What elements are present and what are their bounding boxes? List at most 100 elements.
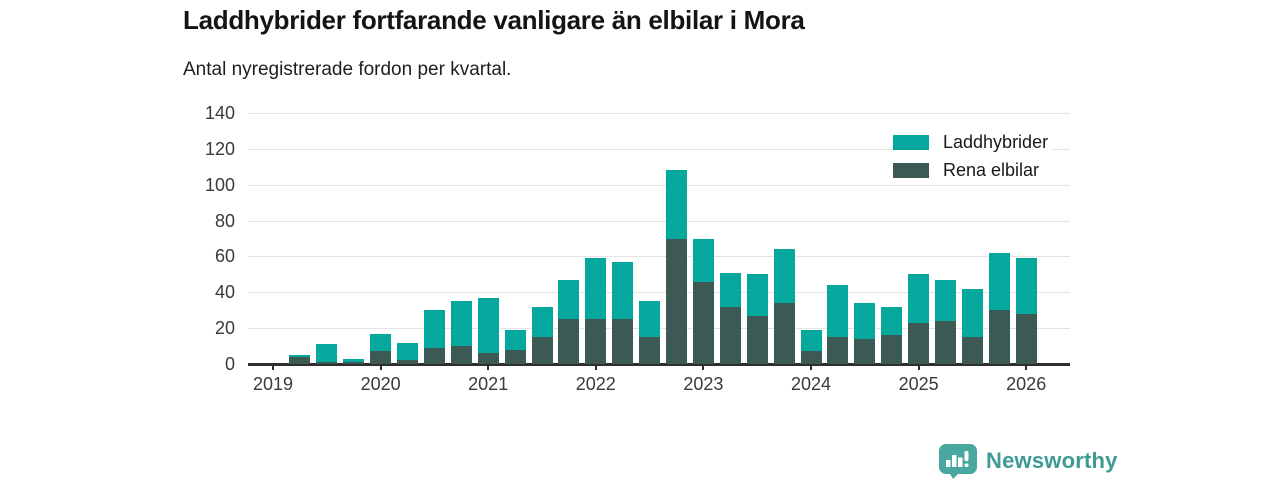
legend-swatch-rena-elbilar bbox=[893, 162, 929, 178]
bar-2025Q2-rena-elbilar bbox=[935, 320, 956, 364]
bar-2025Q1-laddhybrider bbox=[908, 274, 930, 323]
y-tick-label: 40 bbox=[214, 282, 235, 303]
bar-2019Q3-rena-elbilar bbox=[316, 362, 338, 364]
y-tick-label: 0 bbox=[224, 354, 235, 374]
x-tick-2020 bbox=[379, 364, 382, 370]
bar-2024Q4-laddhybrider bbox=[881, 306, 903, 336]
y-tick-label: 60 bbox=[214, 246, 235, 267]
bar-2019Q2-laddhybrider bbox=[289, 355, 311, 357]
bar-2021Q1-rena-elbilar bbox=[477, 353, 499, 364]
legend-swatch-laddhybrider bbox=[893, 134, 929, 150]
bar-2021Q4-rena-elbilar bbox=[558, 319, 580, 364]
legend-label-rena-elbilar: Rena elbilar bbox=[943, 159, 1040, 180]
bar-2020Q3-laddhybrider bbox=[423, 310, 445, 348]
y-tick-label: 20 bbox=[214, 318, 235, 339]
bar-2019Q3-laddhybrider bbox=[316, 344, 338, 363]
legend-item-laddhybrider: Laddhybrider bbox=[893, 130, 1053, 154]
bar-2022Q2-rena-elbilar bbox=[612, 319, 634, 364]
brand-name: Newsworthy bbox=[986, 448, 1118, 473]
bar-2022Q2-laddhybrider bbox=[612, 261, 634, 320]
gridline-60 bbox=[248, 256, 1070, 258]
bar-2022Q1-laddhybrider bbox=[585, 258, 607, 320]
bar-2022Q3-rena-elbilar bbox=[639, 337, 661, 364]
x-tick-2023 bbox=[702, 364, 705, 370]
bar-2021Q2-rena-elbilar bbox=[504, 349, 526, 364]
x-tick-2024 bbox=[810, 364, 812, 370]
x-tick-label: 2026 bbox=[1006, 374, 1047, 394]
bar-2020Q1-rena-elbilar bbox=[370, 351, 392, 364]
newsworthy-logo: Newsworthy bbox=[938, 443, 1118, 479]
bar-2021Q1-laddhybrider bbox=[477, 297, 499, 354]
x-tick-2026 bbox=[1025, 364, 1028, 370]
bar-2024Q3-rena-elbilar bbox=[854, 338, 876, 364]
bar-2022Q1-rena-elbilar bbox=[585, 319, 607, 364]
bar-2023Q3-laddhybrider bbox=[746, 274, 768, 316]
x-tick-label: 2019 bbox=[252, 374, 294, 394]
bar-2024Q1-laddhybrider bbox=[800, 329, 822, 352]
x-tick-label: 2021 bbox=[468, 374, 509, 394]
bar-2022Q4-laddhybrider bbox=[666, 170, 687, 239]
bar-2024Q3-laddhybrider bbox=[854, 303, 876, 339]
gridline-80 bbox=[248, 220, 1070, 222]
x-tick-label: 2023 bbox=[683, 374, 724, 394]
y-tick-label: 80 bbox=[214, 210, 235, 231]
bar-2025Q1-rena-elbilar bbox=[908, 322, 930, 364]
bar-2026Q1-laddhybrider bbox=[1015, 258, 1037, 314]
x-axis-line bbox=[248, 363, 1070, 366]
bar-2023Q2-rena-elbilar bbox=[719, 306, 741, 364]
legend: Laddhybrider Rena elbilar bbox=[893, 130, 1053, 186]
legend-label-laddhybrider: Laddhybrider bbox=[943, 131, 1049, 152]
x-tick-label: 2025 bbox=[898, 374, 939, 394]
bar-2022Q3-laddhybrider bbox=[639, 301, 661, 338]
y-tick-label: 120 bbox=[204, 138, 235, 159]
bar-2021Q2-laddhybrider bbox=[504, 329, 526, 350]
x-tick-2019 bbox=[272, 364, 274, 370]
bar-2025Q4-rena-elbilar bbox=[988, 310, 1010, 364]
bar-2024Q2-rena-elbilar bbox=[827, 337, 849, 364]
bar-2020Q1-laddhybrider bbox=[370, 333, 392, 352]
bar-2021Q4-laddhybrider bbox=[558, 279, 580, 320]
bar-chart-speech-bubble-icon bbox=[939, 444, 977, 479]
bar-2021Q3-rena-elbilar bbox=[531, 337, 553, 364]
gridline-40 bbox=[248, 292, 1070, 294]
bar-2023Q3-rena-elbilar bbox=[746, 315, 768, 364]
bar-2020Q3-rena-elbilar bbox=[423, 347, 445, 364]
bar-2020Q2-rena-elbilar bbox=[397, 360, 418, 364]
bar-2024Q1-rena-elbilar bbox=[800, 351, 822, 364]
bar-2026Q1-rena-elbilar bbox=[1015, 313, 1037, 364]
plot-area bbox=[248, 113, 1070, 370]
x-tick-label: 2022 bbox=[575, 374, 616, 394]
y-tick-label: 140 bbox=[204, 103, 235, 123]
legend-item-rena-elbilar: Rena elbilar bbox=[893, 158, 1053, 182]
x-tick-2022 bbox=[594, 364, 597, 370]
bar-2023Q2-laddhybrider bbox=[719, 272, 741, 307]
bar-2020Q4-rena-elbilar bbox=[450, 346, 472, 364]
bar-2024Q4-rena-elbilar bbox=[881, 335, 903, 364]
bar-2019Q4-laddhybrider bbox=[343, 358, 365, 363]
bar-2019Q2-rena-elbilar bbox=[289, 356, 311, 364]
bar-2022Q4-rena-elbilar bbox=[666, 238, 687, 364]
bar-2019Q4-rena-elbilar bbox=[343, 362, 365, 364]
bar-2023Q1-rena-elbilar bbox=[692, 281, 714, 364]
bar-2020Q4-laddhybrider bbox=[450, 301, 472, 347]
gridline-120 bbox=[248, 148, 1070, 150]
bar-2021Q3-laddhybrider bbox=[531, 306, 553, 338]
x-tick-label: 2024 bbox=[790, 374, 832, 394]
bar-2025Q3-rena-elbilar bbox=[961, 337, 983, 364]
chart-title: Laddhybrider fortfarande vanligare än el… bbox=[183, 5, 805, 35]
y-tick-label: 100 bbox=[204, 174, 235, 195]
bar-2024Q2-laddhybrider bbox=[827, 285, 849, 338]
gridline-100 bbox=[248, 184, 1070, 186]
x-tick-label: 2020 bbox=[360, 374, 401, 394]
chart-subtitle: Antal nyregistrerade fordon per kvartal. bbox=[183, 59, 512, 80]
gridline-140 bbox=[248, 113, 1070, 114]
bar-2025Q2-laddhybrider bbox=[935, 279, 956, 321]
bar-2023Q4-laddhybrider bbox=[773, 249, 795, 304]
x-tick-2021 bbox=[487, 364, 490, 370]
bar-2023Q4-rena-elbilar bbox=[773, 303, 795, 364]
bar-2025Q4-laddhybrider bbox=[988, 252, 1010, 311]
bar-2025Q3-laddhybrider bbox=[961, 288, 983, 338]
bar-2020Q2-laddhybrider bbox=[397, 342, 418, 361]
x-tick-2025 bbox=[917, 364, 920, 370]
